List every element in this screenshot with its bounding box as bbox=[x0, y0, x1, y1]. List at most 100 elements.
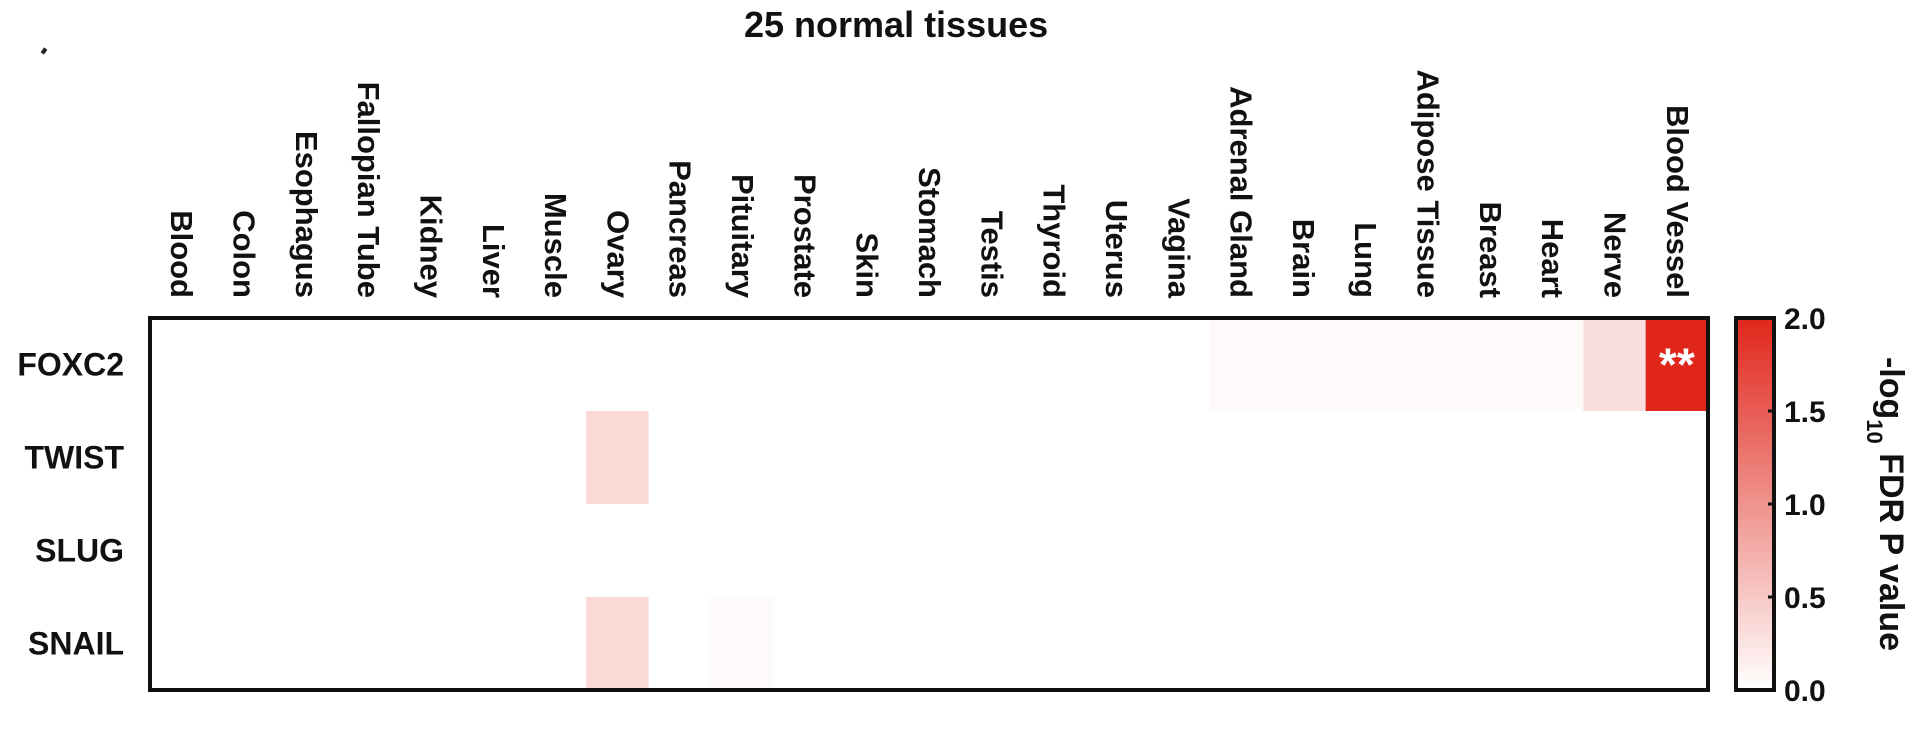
column-label: Thyroid bbox=[1037, 184, 1072, 298]
heatmap-cell-slug-7 bbox=[586, 504, 650, 598]
heatmap-cell-snail-5 bbox=[461, 597, 525, 691]
column-label: Esophagus bbox=[289, 131, 324, 298]
column-label: Brain bbox=[1286, 219, 1321, 298]
heatmap-cell-snail-13 bbox=[960, 597, 1023, 691]
column-label: Pituitary bbox=[725, 174, 760, 299]
heatmap-cell-foxc2-6 bbox=[523, 318, 587, 412]
heatmap-cell-slug-19 bbox=[1334, 504, 1397, 598]
heatmap-cell-twist-11 bbox=[835, 411, 899, 505]
heatmap-cell-twist-12 bbox=[897, 411, 961, 505]
heatmap-cell-snail-7 bbox=[586, 597, 650, 691]
heatmap-cell-foxc2-2 bbox=[274, 318, 338, 412]
heatmap-cell-snail-24 bbox=[1645, 597, 1709, 691]
heatmap-cell-snail-10 bbox=[773, 597, 837, 691]
heatmap-cell-slug-8 bbox=[648, 504, 712, 598]
column-label: Liver bbox=[476, 224, 511, 298]
column-label: Vagina bbox=[1161, 198, 1196, 299]
heatmap-cell-snail-9 bbox=[710, 597, 774, 691]
heatmap-cell-twist-23 bbox=[1583, 411, 1647, 505]
heatmap-cell-snail-16 bbox=[1147, 597, 1210, 691]
column-label: Blood Vessel bbox=[1660, 105, 1695, 298]
column-label: Muscle bbox=[538, 193, 573, 298]
row-label: SLUG bbox=[35, 533, 124, 569]
column-label: Adipose Tissue bbox=[1411, 69, 1446, 298]
heatmap-cell-foxc2-22 bbox=[1521, 318, 1584, 412]
heatmap-cell-snail-6 bbox=[523, 597, 587, 691]
chart-title: 25 normal tissues bbox=[744, 4, 1049, 45]
heatmap-cell-slug-9 bbox=[710, 504, 774, 598]
heatmap-cell-foxc2-8 bbox=[648, 318, 712, 412]
heatmap-cell-snail-4 bbox=[399, 597, 463, 691]
heatmap-cell-slug-17 bbox=[1209, 504, 1273, 598]
heatmap-cell-snail-19 bbox=[1334, 597, 1397, 691]
heatmap-cell-foxc2-21 bbox=[1458, 318, 1522, 412]
heatmap-cell-twist-20 bbox=[1396, 411, 1460, 505]
column-label: Stomach bbox=[912, 167, 947, 298]
heatmap-cell-slug-18 bbox=[1271, 504, 1335, 598]
heatmap-cell-twist-0 bbox=[150, 411, 213, 505]
heatmap-cell-foxc2-17 bbox=[1209, 318, 1273, 412]
heatmap-cell-snail-15 bbox=[1084, 597, 1148, 691]
heatmap-cell-twist-21 bbox=[1458, 411, 1522, 505]
heatmap-cell-foxc2-14 bbox=[1022, 318, 1086, 412]
column-label: Fallopian Tube bbox=[351, 82, 386, 298]
heatmap-cell-twist-14 bbox=[1022, 411, 1086, 505]
column-label: Kidney bbox=[413, 195, 448, 299]
heatmap-cell-twist-1 bbox=[212, 411, 276, 505]
heatmap-cell-foxc2-23 bbox=[1583, 318, 1647, 412]
heatmap-cell-twist-16 bbox=[1147, 411, 1210, 505]
colorbar-label-rest: FDR P value bbox=[1872, 444, 1910, 651]
column-label: Prostate bbox=[787, 174, 822, 298]
column-label: Pancreas bbox=[663, 160, 698, 298]
heatmap-cell-twist-4 bbox=[399, 411, 463, 505]
heatmap-cell-slug-22 bbox=[1521, 504, 1584, 598]
heatmap-cell-snail-11 bbox=[835, 597, 899, 691]
column-label: Blood bbox=[164, 210, 199, 298]
column-label: Ovary bbox=[600, 210, 635, 299]
heatmap-cell-snail-0 bbox=[150, 597, 213, 691]
heatmap-cell-slug-11 bbox=[835, 504, 899, 598]
heatmap-cell-foxc2-5 bbox=[461, 318, 525, 412]
heatmap-cell-twist-7 bbox=[586, 411, 650, 505]
heatmap-cell-slug-13 bbox=[960, 504, 1023, 598]
heatmap-cell-foxc2-1 bbox=[212, 318, 276, 412]
colorbar-tick-label: 1.0 bbox=[1784, 489, 1826, 522]
heatmap-cell-foxc2-7 bbox=[586, 318, 650, 412]
heatmap-cell-twist-13 bbox=[960, 411, 1023, 505]
heatmap-cell-snail-3 bbox=[336, 597, 400, 691]
heatmap-cell-twist-8 bbox=[648, 411, 712, 505]
heatmap-cell-foxc2-3 bbox=[336, 318, 400, 412]
heatmap-cell-slug-15 bbox=[1084, 504, 1148, 598]
heatmap-cell-snail-2 bbox=[274, 597, 338, 691]
heatmap-cell-twist-17 bbox=[1209, 411, 1273, 505]
heatmap-cell-foxc2-0 bbox=[150, 318, 213, 412]
significance-annotation: ** bbox=[1659, 339, 1695, 391]
colorbar-tick-label: 0.0 bbox=[1784, 675, 1826, 708]
heatmap-cell-twist-6 bbox=[523, 411, 587, 505]
heatmap-cell-slug-0 bbox=[150, 504, 213, 598]
column-label: Lung bbox=[1348, 222, 1383, 298]
heatmap-cell-snail-23 bbox=[1583, 597, 1647, 691]
heatmap-cell-twist-10 bbox=[773, 411, 837, 505]
column-label: Skin bbox=[850, 233, 885, 298]
column-label: Adrenal Gland bbox=[1224, 86, 1259, 298]
heatmap-cell-twist-22 bbox=[1521, 411, 1584, 505]
heatmap-cell-slug-20 bbox=[1396, 504, 1460, 598]
heatmap-cell-snail-20 bbox=[1396, 597, 1460, 691]
column-label: Colon bbox=[226, 210, 261, 298]
heatmap-cell-slug-16 bbox=[1147, 504, 1210, 598]
heatmap-cell-foxc2-18 bbox=[1271, 318, 1335, 412]
heatmap-cell-slug-12 bbox=[897, 504, 961, 598]
colorbar-tick-label: 1.5 bbox=[1784, 396, 1826, 429]
heatmap-cell-slug-14 bbox=[1022, 504, 1086, 598]
heatmap-cell-slug-10 bbox=[773, 504, 837, 598]
column-label: Breast bbox=[1473, 202, 1508, 299]
heatmap-cell-foxc2-16 bbox=[1147, 318, 1210, 412]
heatmap-cell-twist-18 bbox=[1271, 411, 1335, 505]
heatmap-cell-foxc2-15 bbox=[1084, 318, 1148, 412]
column-label: Testis bbox=[974, 211, 1009, 298]
row-label: TWIST bbox=[24, 440, 124, 476]
heatmap-cell-slug-6 bbox=[523, 504, 587, 598]
column-label: Nerve bbox=[1598, 212, 1633, 298]
